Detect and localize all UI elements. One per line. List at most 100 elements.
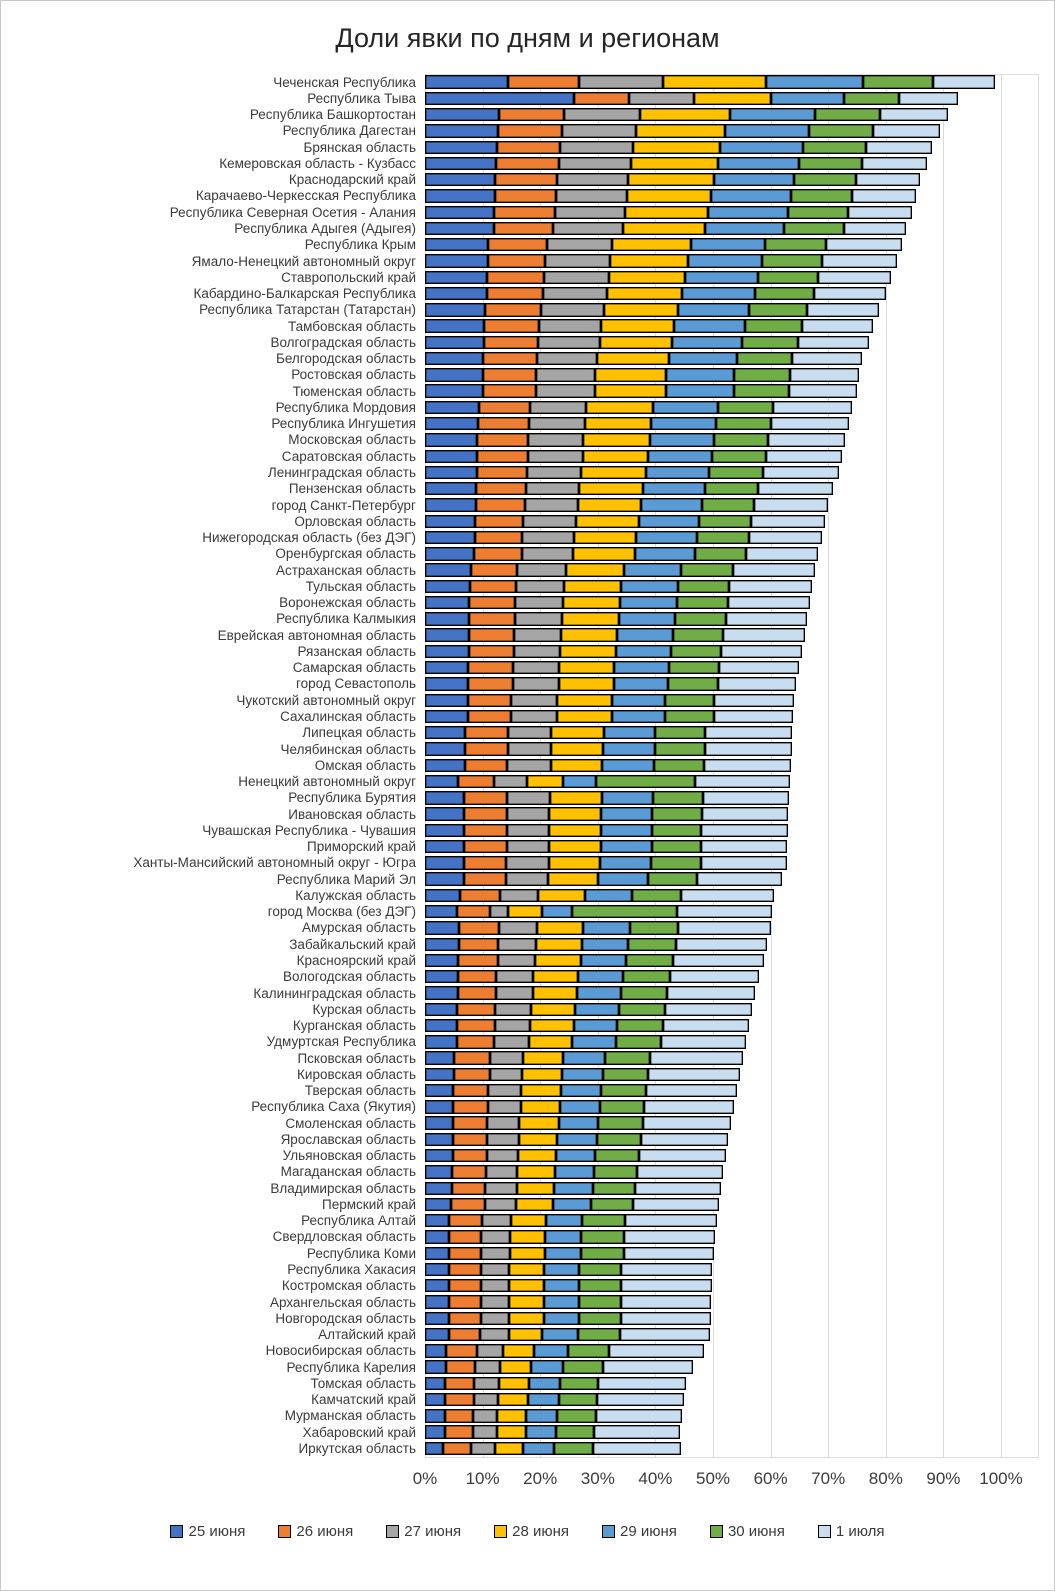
bar-track	[425, 367, 1001, 383]
stacked-bar	[425, 758, 1001, 772]
region-label: Рязанская область	[297, 643, 416, 659]
bar-segment-26 июня	[453, 1100, 489, 1114]
bar-segment-27 июня	[535, 368, 596, 382]
region-label: Амурская область	[301, 920, 416, 936]
bar-segment-29 июня	[677, 303, 750, 317]
grid-line	[1001, 74, 1002, 1458]
region-label: Приморский край	[306, 839, 416, 855]
bar-segment-1 июля	[636, 1165, 724, 1179]
bar-segment-29 июня	[725, 124, 810, 138]
bar-segment-29 июня	[729, 107, 815, 122]
bar-segment-27 июня	[482, 1214, 511, 1228]
region-label: Костромская область	[281, 1278, 416, 1294]
bar-segment-26 июня	[452, 1181, 486, 1195]
bar-segment-30 июня	[814, 107, 880, 122]
bar-segment-26 июня	[457, 1018, 495, 1033]
bar-segment-1 июля	[609, 1344, 704, 1358]
region-row: Алтайский край	[1, 1326, 1054, 1342]
bar-track	[425, 1082, 1001, 1098]
bar-segment-28 июня	[560, 644, 617, 659]
bar-segment-25 июня	[425, 709, 468, 724]
bar-segment-26 июня	[449, 1214, 483, 1228]
bar-segment-26 июня	[459, 888, 500, 903]
region-row: Краснодарский край	[1, 172, 1054, 188]
legend-swatch-icon	[386, 1524, 400, 1538]
bar-segment-25 июня	[425, 286, 487, 301]
bar-segment-27 июня	[487, 1132, 519, 1147]
legend-swatch-icon	[709, 1524, 723, 1538]
bar-segment-29 июня	[611, 693, 666, 707]
bar-segment-1 июля	[750, 514, 825, 528]
region-row: город Севастополь	[1, 676, 1054, 692]
bar-segment-29 июня	[619, 612, 675, 626]
stacked-bar	[425, 482, 1001, 496]
region-row: Республика Мордовия	[1, 399, 1054, 415]
bar-segment-28 июня	[516, 1181, 554, 1195]
bar-segment-1 июля	[861, 156, 928, 171]
bar-segment-1 июля	[700, 856, 787, 870]
bars-container: Чеченская Республика Республика Тыва Респу…	[1, 74, 1054, 1457]
bar-segment-28 июня	[535, 953, 581, 968]
bar-segment-29 июня	[601, 807, 653, 821]
bar-segment-27 июня	[553, 221, 623, 236]
bar-segment-30 июня	[734, 368, 790, 382]
bar-segment-28 июня	[573, 547, 635, 561]
bar-segment-30 июня	[755, 286, 814, 301]
region-label: Республика Бурятия	[288, 790, 416, 806]
bar-segment-25 июня	[425, 1360, 446, 1374]
region-label: Республика Башкортостан	[249, 107, 416, 123]
bar-segment-28 июня	[549, 823, 601, 838]
bar-segment-27 июня	[544, 270, 609, 285]
bar-segment-25 июня	[425, 335, 485, 350]
bar-segment-25 июня	[425, 1148, 453, 1163]
bar-segment-30 июня	[563, 1360, 603, 1374]
bar-segment-28 июня	[500, 1360, 531, 1374]
bar-segment-1 июля	[745, 547, 819, 561]
bar-segment-1 июля	[879, 107, 948, 122]
bar-segment-26 июня	[448, 1327, 481, 1342]
bar-segment-30 июня	[579, 1279, 622, 1293]
bar-segment-28 июня	[518, 1132, 558, 1147]
bar-track	[425, 155, 1001, 171]
bar-segment-1 июля	[704, 758, 791, 772]
bar-segment-30 июня	[557, 1409, 597, 1423]
stacked-bar	[425, 221, 1001, 236]
bar-track	[425, 1115, 1001, 1131]
region-label: Ярославская область	[280, 1131, 416, 1147]
bar-segment-28 июня	[606, 286, 683, 301]
bar-segment-25 июня	[425, 628, 469, 642]
region-label: Чеченская Республика	[273, 74, 416, 90]
bar-segment-28 июня	[560, 628, 618, 642]
region-row: Ивановская область	[1, 806, 1054, 822]
stacked-bar	[425, 1295, 1001, 1309]
bar-segment-29 июня	[544, 1230, 582, 1244]
bar-segment-28 июня	[636, 124, 726, 138]
bar-segment-25 июня	[425, 661, 469, 675]
bar-segment-28 июня	[612, 238, 691, 252]
bar-track	[425, 578, 1001, 594]
region-label: Забайкальский край	[289, 936, 416, 952]
bar-segment-30 июня	[699, 514, 751, 528]
region-row: Республика Коми	[1, 1245, 1054, 1261]
region-row: Республика Башкортостан	[1, 107, 1054, 123]
bar-track	[425, 887, 1001, 903]
bar-segment-27 июня	[480, 1279, 510, 1293]
region-label: Орловская область	[294, 513, 416, 529]
stacked-bar	[425, 1051, 1001, 1065]
bar-segment-28 июня	[494, 1441, 524, 1456]
bar-segment-30 июня	[654, 742, 705, 756]
region-row: Тамбовская область	[1, 318, 1054, 334]
bar-segment-29 июня	[582, 937, 629, 951]
region-label: Карачаево-Черкесская Республика	[195, 188, 416, 204]
bar-segment-29 июня	[648, 449, 712, 463]
bar-segment-25 июня	[425, 1116, 453, 1130]
bar-segment-30 июня	[665, 693, 715, 707]
bar-segment-26 июня	[452, 1148, 487, 1163]
bar-segment-1 июля	[650, 1051, 743, 1065]
bar-segment-26 июня	[468, 628, 514, 642]
bar-segment-28 июня	[556, 709, 612, 724]
region-row: Владимирская область	[1, 1180, 1054, 1196]
bar-segment-26 июня	[458, 937, 499, 951]
stacked-bar	[425, 205, 1001, 219]
bar-segment-28 июня	[509, 1279, 544, 1293]
